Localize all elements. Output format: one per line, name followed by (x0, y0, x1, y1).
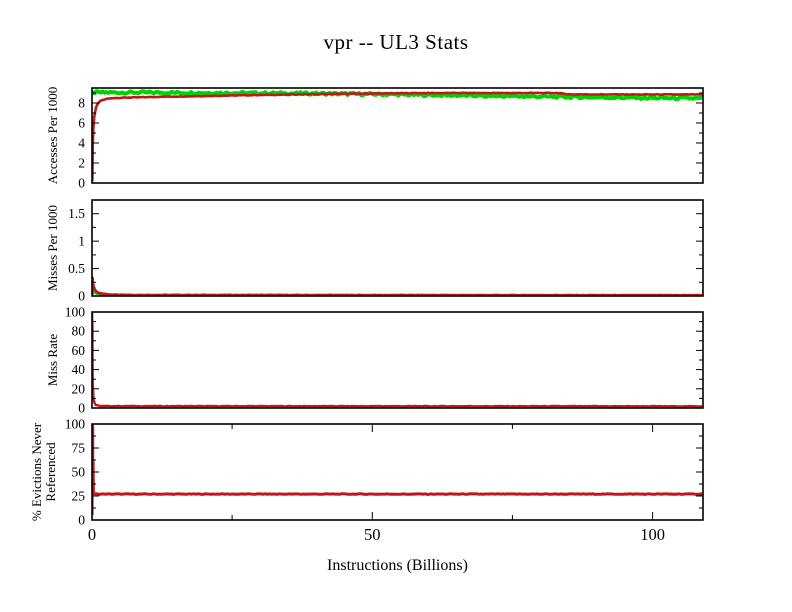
panel-frame (91, 311, 704, 409)
y-tick-label: 20 (72, 381, 86, 396)
series-red (92, 424, 703, 516)
series-green (92, 89, 703, 102)
y-tick-label: 75 (72, 441, 86, 456)
y-tick-label: 50 (72, 465, 86, 480)
series-red (92, 91, 703, 182)
x-tick-label: 0 (88, 525, 96, 544)
y-tick-label: 0 (78, 513, 85, 528)
y-tick-label: 100 (65, 417, 86, 432)
y-axis-title: Referenced (43, 442, 58, 502)
x-axis-label: Instructions (Billions) (327, 557, 468, 574)
y-tick-label: 8 (78, 96, 85, 111)
series-red (92, 312, 703, 408)
chart-title: vpr -- UL3 Stats (323, 30, 469, 54)
y-tick-label: 0 (78, 289, 85, 304)
panel-frame (91, 199, 704, 297)
y-tick-label: 0 (78, 176, 85, 191)
panel-frame (91, 423, 704, 521)
x-tick-label: 50 (364, 525, 381, 544)
series-red (92, 276, 703, 296)
y-tick-label: 2 (78, 156, 85, 171)
y-tick-label: 60 (72, 343, 86, 358)
y-tick-label: 6 (78, 116, 85, 131)
y-tick-label: 0 (78, 401, 85, 416)
y-axis-title: Accesses Per 1000 (45, 87, 60, 184)
y-tick-label: 25 (72, 489, 86, 504)
y-tick-label: 0.5 (68, 261, 85, 276)
y-tick-label: 80 (72, 324, 86, 339)
y-axis-title: % Evictions Never (29, 422, 44, 521)
y-tick-label: 1 (78, 234, 85, 249)
x-tick-label: 100 (640, 525, 665, 544)
panel-frame (91, 87, 704, 184)
y-axis-title: Miss Rate (45, 334, 60, 387)
y-axis-title: Misses Per 1000 (45, 205, 60, 291)
y-tick-label: 100 (65, 305, 86, 320)
y-tick-label: 4 (78, 136, 85, 151)
y-tick-label: 40 (72, 362, 86, 377)
y-tick-label: 1.5 (68, 206, 85, 221)
